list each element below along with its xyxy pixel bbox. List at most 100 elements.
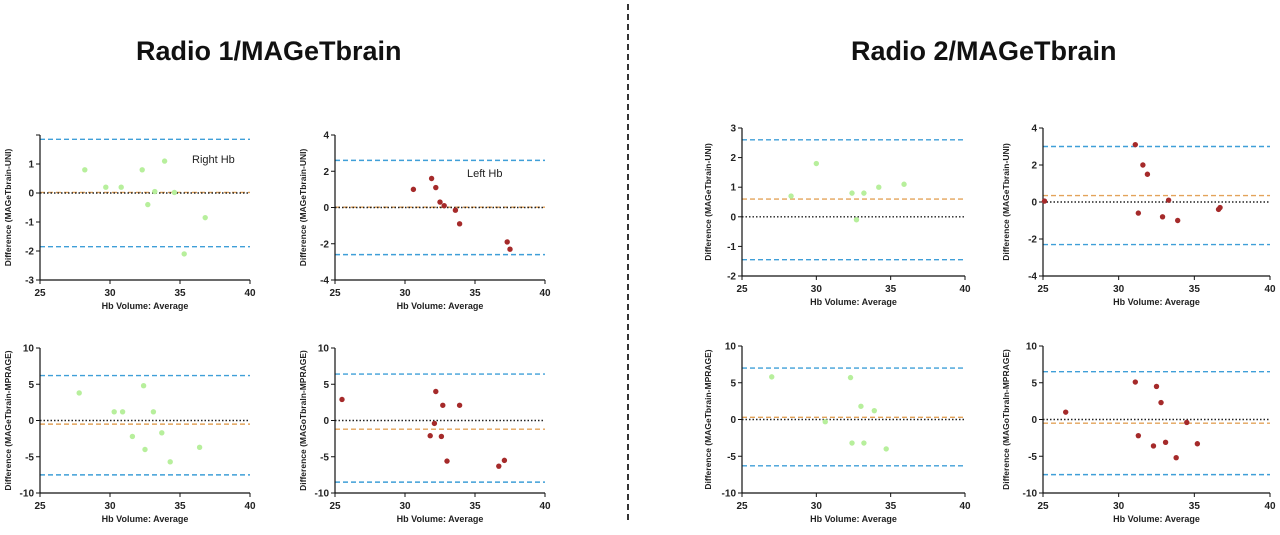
y-tick-label: 0 bbox=[730, 415, 736, 426]
x-tick-label: 25 bbox=[329, 501, 341, 512]
panel-annotation: Left Hb bbox=[467, 168, 502, 180]
data-point bbox=[504, 239, 510, 245]
x-axis-label: Hb Volume: Average bbox=[810, 297, 897, 307]
y-tick-label: 0 bbox=[1031, 415, 1037, 426]
y-axis-label: Difference (MAGoTbraln-MPRAGE) bbox=[1001, 349, 1011, 490]
data-point bbox=[111, 409, 117, 415]
group-divider bbox=[627, 4, 629, 520]
data-point bbox=[437, 199, 443, 205]
data-point bbox=[159, 430, 165, 436]
chart-radio1-uni-right-hb: -3 -2 -1 0 1 25 30 35 40 Hb Volume: Average Differ… bbox=[3, 134, 256, 311]
data-point bbox=[196, 444, 203, 451]
x-axis-label: Hb Volume: Average bbox=[102, 301, 189, 311]
data-point bbox=[876, 184, 882, 190]
data-point bbox=[1063, 409, 1069, 415]
data-point bbox=[444, 458, 450, 464]
data-point bbox=[145, 201, 151, 208]
y-tick-label: -5 bbox=[25, 452, 34, 463]
x-tick-label: 25 bbox=[1037, 284, 1049, 295]
x-tick-label: 30 bbox=[104, 501, 116, 512]
data-point bbox=[849, 440, 855, 446]
x-tick-label: 30 bbox=[399, 288, 411, 299]
data-point bbox=[410, 186, 417, 193]
data-point bbox=[167, 459, 173, 465]
data-point bbox=[202, 214, 208, 221]
chart-radio2-mprage-left-hb: -10 -5 0 5 10 25 30 35 40 Hb Volume: Average Diffe… bbox=[1001, 342, 1276, 525]
y-tick-label: -2 bbox=[25, 247, 34, 258]
data-point bbox=[150, 409, 157, 415]
y-axis-label: Difference (MAGeTbrain-UNI) bbox=[703, 143, 713, 261]
data-point bbox=[428, 175, 435, 182]
y-tick-label: 5 bbox=[1031, 378, 1037, 389]
data-point bbox=[339, 396, 345, 403]
x-tick-label: 40 bbox=[1264, 284, 1276, 295]
data-point bbox=[82, 167, 88, 173]
data-point bbox=[152, 188, 158, 195]
x-tick-label: 30 bbox=[399, 501, 411, 512]
chart-radio1-mprage-left-hb: -10 -5 0 5 10 25 30 35 40 Hb Volume: Average Diffe… bbox=[298, 344, 551, 525]
data-point bbox=[1135, 210, 1142, 216]
data-point bbox=[427, 433, 433, 439]
data-point bbox=[441, 202, 447, 209]
x-tick-label: 30 bbox=[1113, 284, 1125, 295]
x-tick-label: 35 bbox=[469, 288, 481, 299]
data-point bbox=[142, 446, 148, 453]
y-tick-label: 0 bbox=[323, 203, 329, 214]
y-tick-label: -10 bbox=[20, 489, 35, 500]
x-axis-label: Hb Volume: Average bbox=[1113, 297, 1200, 307]
x-tick-label: 30 bbox=[811, 501, 823, 512]
data-point bbox=[1162, 439, 1169, 445]
data-point bbox=[861, 190, 867, 196]
y-tick-label: -4 bbox=[320, 276, 329, 287]
y-tick-label: 2 bbox=[730, 153, 736, 164]
y-tick-label: -10 bbox=[722, 489, 737, 500]
x-tick-label: 30 bbox=[811, 284, 823, 295]
y-axis-label: Difference (MAGeTbrain-MPRAGE) bbox=[3, 350, 13, 490]
y-tick-label: 3 bbox=[730, 124, 736, 135]
y-tick-label: 5 bbox=[730, 378, 736, 389]
y-tick-label: 10 bbox=[725, 342, 737, 353]
chart-radio1-mprage-right-hb: -10 -5 0 5 10 25 30 35 40 Hb Volume: Average Diffe… bbox=[3, 344, 256, 525]
data-point bbox=[853, 217, 860, 223]
data-point bbox=[1174, 217, 1181, 224]
x-tick-label: 35 bbox=[885, 284, 897, 295]
data-point bbox=[1217, 204, 1223, 211]
data-point bbox=[171, 189, 178, 196]
data-point bbox=[769, 374, 775, 380]
x-tick-label: 40 bbox=[539, 501, 551, 512]
y-tick-label: 5 bbox=[323, 380, 329, 391]
data-point bbox=[501, 457, 508, 464]
data-point bbox=[1144, 171, 1151, 177]
y-tick-label: 10 bbox=[1026, 342, 1038, 353]
data-point bbox=[822, 419, 828, 425]
y-tick-label: -2 bbox=[320, 239, 329, 250]
x-tick-label: 30 bbox=[1113, 501, 1125, 512]
y-tick-label: -3 bbox=[25, 276, 34, 287]
data-point bbox=[431, 420, 438, 427]
chart-radio2-uni-left-hb: -4 -2 0 2 4 25 30 35 40 Hb Volume: Average Differe… bbox=[1001, 124, 1276, 308]
y-tick-label: 0 bbox=[1031, 198, 1037, 209]
right-group-title: Radio 2/MAGeTbrain bbox=[851, 36, 1117, 66]
x-tick-label: 35 bbox=[885, 501, 897, 512]
data-point bbox=[1153, 383, 1160, 390]
y-tick-label: -5 bbox=[727, 452, 736, 463]
x-tick-label: 25 bbox=[736, 284, 748, 295]
y-tick-label: -2 bbox=[727, 272, 736, 283]
y-tick-label: 1 bbox=[28, 160, 34, 171]
data-point bbox=[849, 190, 855, 196]
x-axis-label: Hb Volume: Average bbox=[810, 514, 897, 524]
y-tick-label: 0 bbox=[323, 416, 329, 427]
y-tick-label: -10 bbox=[1023, 489, 1038, 500]
x-tick-label: 40 bbox=[1264, 501, 1276, 512]
data-point bbox=[76, 390, 82, 396]
data-point bbox=[1132, 141, 1139, 148]
data-point bbox=[847, 374, 854, 381]
data-point bbox=[813, 160, 820, 167]
data-point bbox=[861, 440, 867, 446]
y-tick-label: 0 bbox=[28, 189, 34, 200]
x-tick-label: 25 bbox=[34, 288, 46, 299]
chart-radio2-uni-right-hb: -2 -1 0 1 2 3 25 30 35 40 Hb Volume: Average Differ… bbox=[703, 124, 971, 308]
x-tick-label: 40 bbox=[539, 288, 551, 299]
x-axis-label: Hb Volume: Average bbox=[397, 514, 484, 524]
x-axis-label: Hb Volume: Average bbox=[102, 514, 189, 524]
